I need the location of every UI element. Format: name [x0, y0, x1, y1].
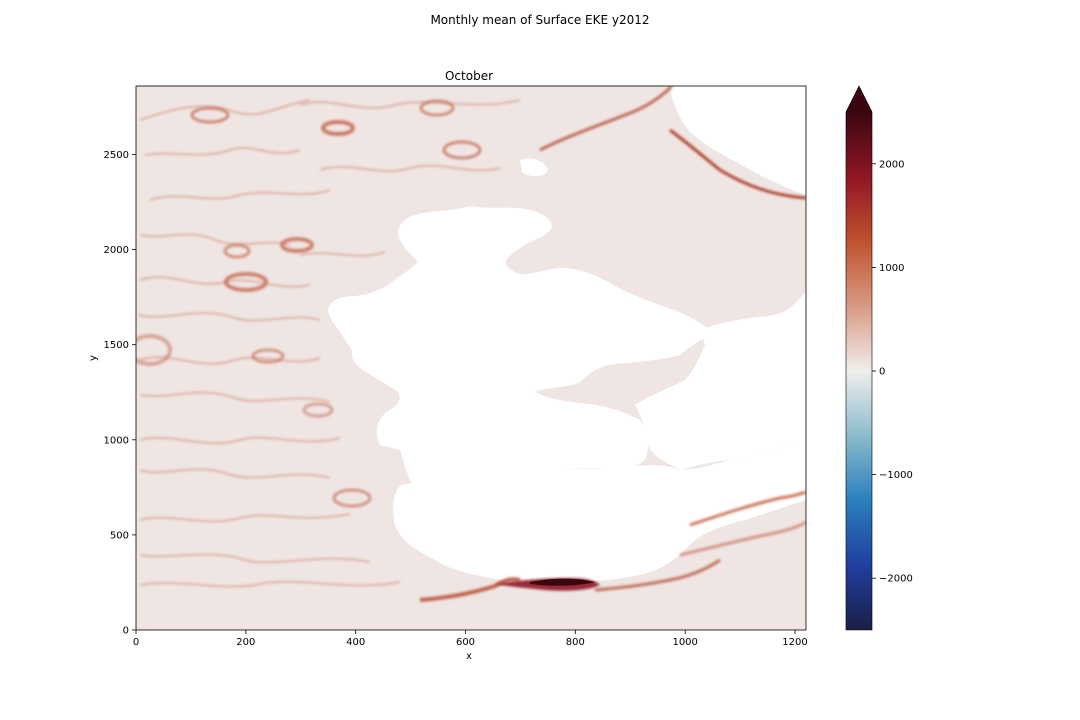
strong-jet [495, 578, 600, 591]
filament [299, 251, 386, 257]
filament [137, 311, 321, 322]
eddy-ring [280, 237, 314, 253]
plot-frame [135, 85, 807, 631]
land-mask [328, 86, 806, 583]
eddy-ring [302, 402, 334, 418]
colorbar-tick-label: 0 [879, 367, 885, 378]
x-tick-label: 400 [346, 637, 365, 648]
y-tick-label: 2000 [104, 245, 129, 256]
y-tick-label: 0 [123, 626, 129, 637]
x-tick-label: 600 [456, 637, 475, 648]
current-east-2 [679, 520, 806, 557]
colorbar: 2000 1000 0 −1000 −2000 [845, 85, 913, 631]
colorbar-extend-arrow [846, 86, 872, 112]
filament [319, 164, 501, 173]
land-france [393, 440, 806, 583]
colorbar-body [846, 112, 872, 630]
eddy-ring [321, 120, 355, 136]
x-tick-label: 200 [236, 637, 255, 648]
y-tick-label: 1000 [104, 435, 129, 446]
y-tick-label: 1500 [104, 340, 129, 351]
axes-title: October [445, 69, 493, 83]
x-axis-label: x [466, 651, 472, 662]
colorbar-tick-label: 2000 [879, 159, 904, 170]
filament [139, 513, 351, 523]
colorbar-tick-label: −2000 [879, 574, 913, 585]
eddy-ring [442, 140, 482, 160]
y-tick-label: 500 [110, 530, 129, 541]
eddy-ring [419, 99, 455, 117]
eddy-filaments [137, 99, 521, 588]
eddy-ring [190, 106, 230, 124]
eddy-ring [251, 348, 285, 364]
filament [139, 99, 311, 121]
y-axis-ticks: 0 500 1000 1500 2000 2500 [104, 150, 136, 637]
current-south [419, 577, 521, 602]
current-norway [669, 128, 806, 200]
filament [149, 189, 331, 201]
filament [144, 146, 301, 156]
figure-suptitle: Monthly mean of Surface EKE y2012 [430, 13, 649, 27]
x-tick-label: 1000 [672, 637, 697, 648]
current-channel [594, 558, 721, 592]
boundary-currents [419, 86, 806, 602]
filament [139, 436, 341, 445]
land-britain-continent [328, 206, 710, 498]
filament [139, 391, 331, 403]
filament [299, 99, 521, 109]
eddy-ring [332, 488, 372, 508]
x-tick-label: 1200 [782, 637, 807, 648]
land-europe-east [635, 290, 806, 470]
eddy-ring [223, 243, 251, 259]
land-fragment [520, 158, 548, 177]
current-north [539, 86, 674, 152]
y-tick-label: 2500 [104, 150, 129, 161]
filament [139, 553, 371, 564]
x-axis-ticks: 0 200 400 600 800 1000 1200 [133, 630, 808, 648]
colorbar-tick-label: 1000 [879, 263, 904, 274]
filament [139, 468, 331, 479]
eddy-ring [224, 272, 268, 292]
x-tick-label: 0 [133, 637, 139, 648]
colorbar-ticks: 2000 1000 0 −1000 −2000 [872, 159, 913, 585]
x-tick-label: 800 [566, 637, 585, 648]
land-scandinavia [670, 86, 806, 195]
jet-peak [530, 578, 595, 586]
filament [139, 233, 291, 246]
current-east [689, 490, 806, 527]
colorbar-frame [845, 85, 873, 631]
eddy-ring [136, 334, 172, 366]
y-axis-label: y [88, 355, 99, 361]
eddy-rings [136, 99, 482, 508]
filament [139, 580, 401, 588]
heatmap-plot-area [136, 86, 806, 630]
colorbar-tick-label: −1000 [879, 470, 913, 481]
